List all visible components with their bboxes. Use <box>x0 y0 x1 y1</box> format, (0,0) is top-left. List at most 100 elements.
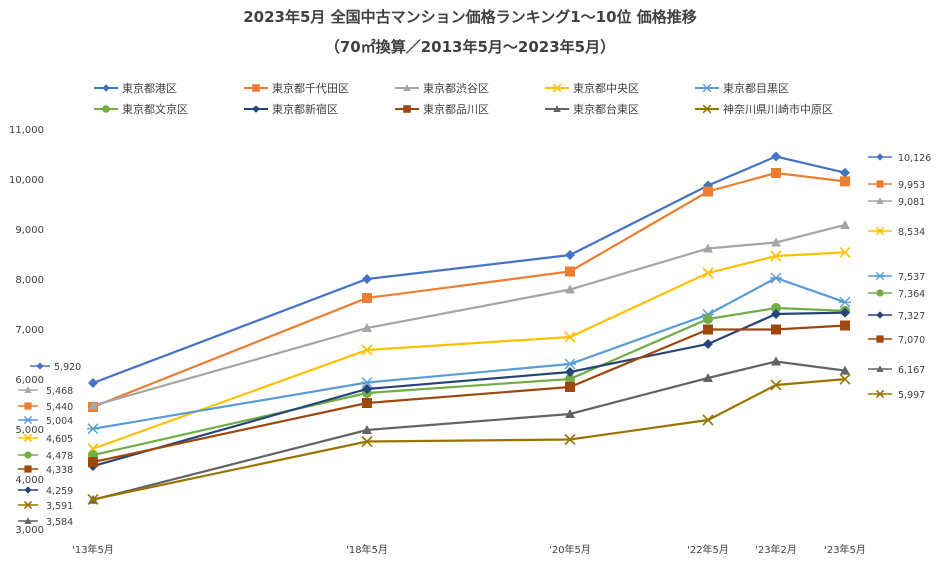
legend-item-label: 東京都台東区 <box>573 102 639 116</box>
legend-marker <box>702 104 712 114</box>
end-value-label: 9,953 <box>898 180 925 191</box>
x-tick-label: '23年2月 <box>755 543 797 556</box>
data-point <box>362 425 372 434</box>
data-point <box>771 168 781 178</box>
data-point <box>703 314 713 324</box>
data-labels: 5,920 5,440 5,468 4,605 5,004 4,478 4,259 4,338… <box>18 153 931 528</box>
series-line <box>92 360 846 501</box>
legend-item-label: 東京都目黒区 <box>723 81 789 95</box>
end-value-label: 7,070 <box>898 335 925 346</box>
start-value-label: 4,259 <box>46 486 73 497</box>
data-point <box>362 384 372 394</box>
legend-marker <box>102 105 110 113</box>
data-point <box>771 237 781 247</box>
legend-marker <box>552 83 562 93</box>
series-line <box>92 171 846 409</box>
x-tick-label: '23年5月 <box>824 543 866 556</box>
data-point <box>840 307 850 318</box>
label-marker <box>875 389 885 399</box>
label-marker <box>23 500 33 510</box>
label-marker <box>876 365 884 372</box>
label-marker <box>876 335 884 343</box>
data-point <box>702 267 714 279</box>
data-point <box>361 344 373 356</box>
label-marker <box>23 433 33 443</box>
label-marker <box>24 402 32 410</box>
data-point <box>361 435 373 448</box>
legend-item-label: 東京都文京区 <box>122 102 188 116</box>
data-point <box>565 409 575 418</box>
series-line <box>92 311 846 468</box>
label-marker <box>875 226 885 236</box>
y-tick-label: 7,000 <box>15 325 44 336</box>
label-marker <box>24 486 32 494</box>
legend-item-label: 東京都千代田区 <box>272 81 349 95</box>
data-point <box>564 331 576 343</box>
series-line <box>92 155 846 385</box>
start-value-label: 5,920 <box>54 362 81 373</box>
data-point <box>87 493 99 506</box>
data-point <box>703 186 713 197</box>
data-point <box>88 400 98 410</box>
data-point <box>362 293 372 303</box>
start-value-label: 3,591 <box>46 501 73 512</box>
y-tick-label: 6,000 <box>15 375 44 386</box>
legend-item-label: 神奈川県川崎市中原区 <box>723 102 833 116</box>
end-value-label: 7,327 <box>898 311 925 322</box>
legend-item-label: 東京都渋谷区 <box>423 81 489 95</box>
y-tick-label: 11,000 <box>9 125 44 136</box>
series-line <box>92 223 846 407</box>
y-tick-label: 5,000 <box>15 425 44 436</box>
end-value-label: 6,167 <box>898 365 925 376</box>
data-point <box>771 151 781 162</box>
data-point <box>840 176 850 187</box>
data-point <box>703 339 713 349</box>
legend-marker <box>252 84 260 92</box>
start-value-label: 5,468 <box>46 386 73 397</box>
y-tick-label: 10,000 <box>9 175 44 186</box>
legend-item-label: 東京都品川区 <box>423 102 489 116</box>
data-point <box>840 320 850 331</box>
series-line <box>92 324 846 464</box>
end-value-label: 9,081 <box>898 197 925 208</box>
chart-title: 2023年5月 全国中古マンション価格ランキング1～10位 価格推移 <box>243 8 697 26</box>
data-point <box>703 373 713 382</box>
legend-marker <box>403 105 411 113</box>
end-value-label: 7,364 <box>898 289 925 300</box>
data-point <box>839 296 851 308</box>
data-point <box>703 324 713 335</box>
legend-item-label: 東京都新宿区 <box>272 102 338 116</box>
data-point <box>565 367 575 377</box>
chart-subtitle: （70㎡換算／2013年5月～2023年5月） <box>325 38 615 56</box>
data-point <box>839 373 851 385</box>
data-point <box>840 219 850 229</box>
data-point <box>88 457 98 468</box>
data-point <box>361 377 373 388</box>
series-lines <box>87 151 851 506</box>
data-point <box>703 243 713 253</box>
legend-marker <box>702 83 712 93</box>
y-tick-label: 9,000 <box>15 225 44 236</box>
series-line <box>92 251 846 450</box>
start-value-label: 4,338 <box>46 465 73 476</box>
label-marker <box>23 415 33 425</box>
end-value-label: 7,537 <box>898 272 925 283</box>
y-tick-label: 3,000 <box>15 525 44 536</box>
data-point <box>564 433 576 446</box>
series-line <box>92 306 846 457</box>
y-axis: 3,000 4,000 5,000 6,000 7,000 8,000 9,000 10,00… <box>9 125 44 536</box>
legend-item-label: 東京都中央区 <box>573 81 639 95</box>
start-value-label: 4,478 <box>46 451 73 462</box>
start-value-label: 5,440 <box>46 402 73 413</box>
start-value-label: 5,004 <box>46 416 73 427</box>
data-point <box>362 398 372 408</box>
x-tick-label: '13年5月 <box>72 543 114 556</box>
data-point <box>770 250 782 262</box>
series-line <box>92 378 846 501</box>
label-marker <box>24 451 32 459</box>
y-tick-label: 8,000 <box>15 275 44 286</box>
legend-marker <box>403 84 411 92</box>
start-value-label: 3,584 <box>46 517 73 528</box>
